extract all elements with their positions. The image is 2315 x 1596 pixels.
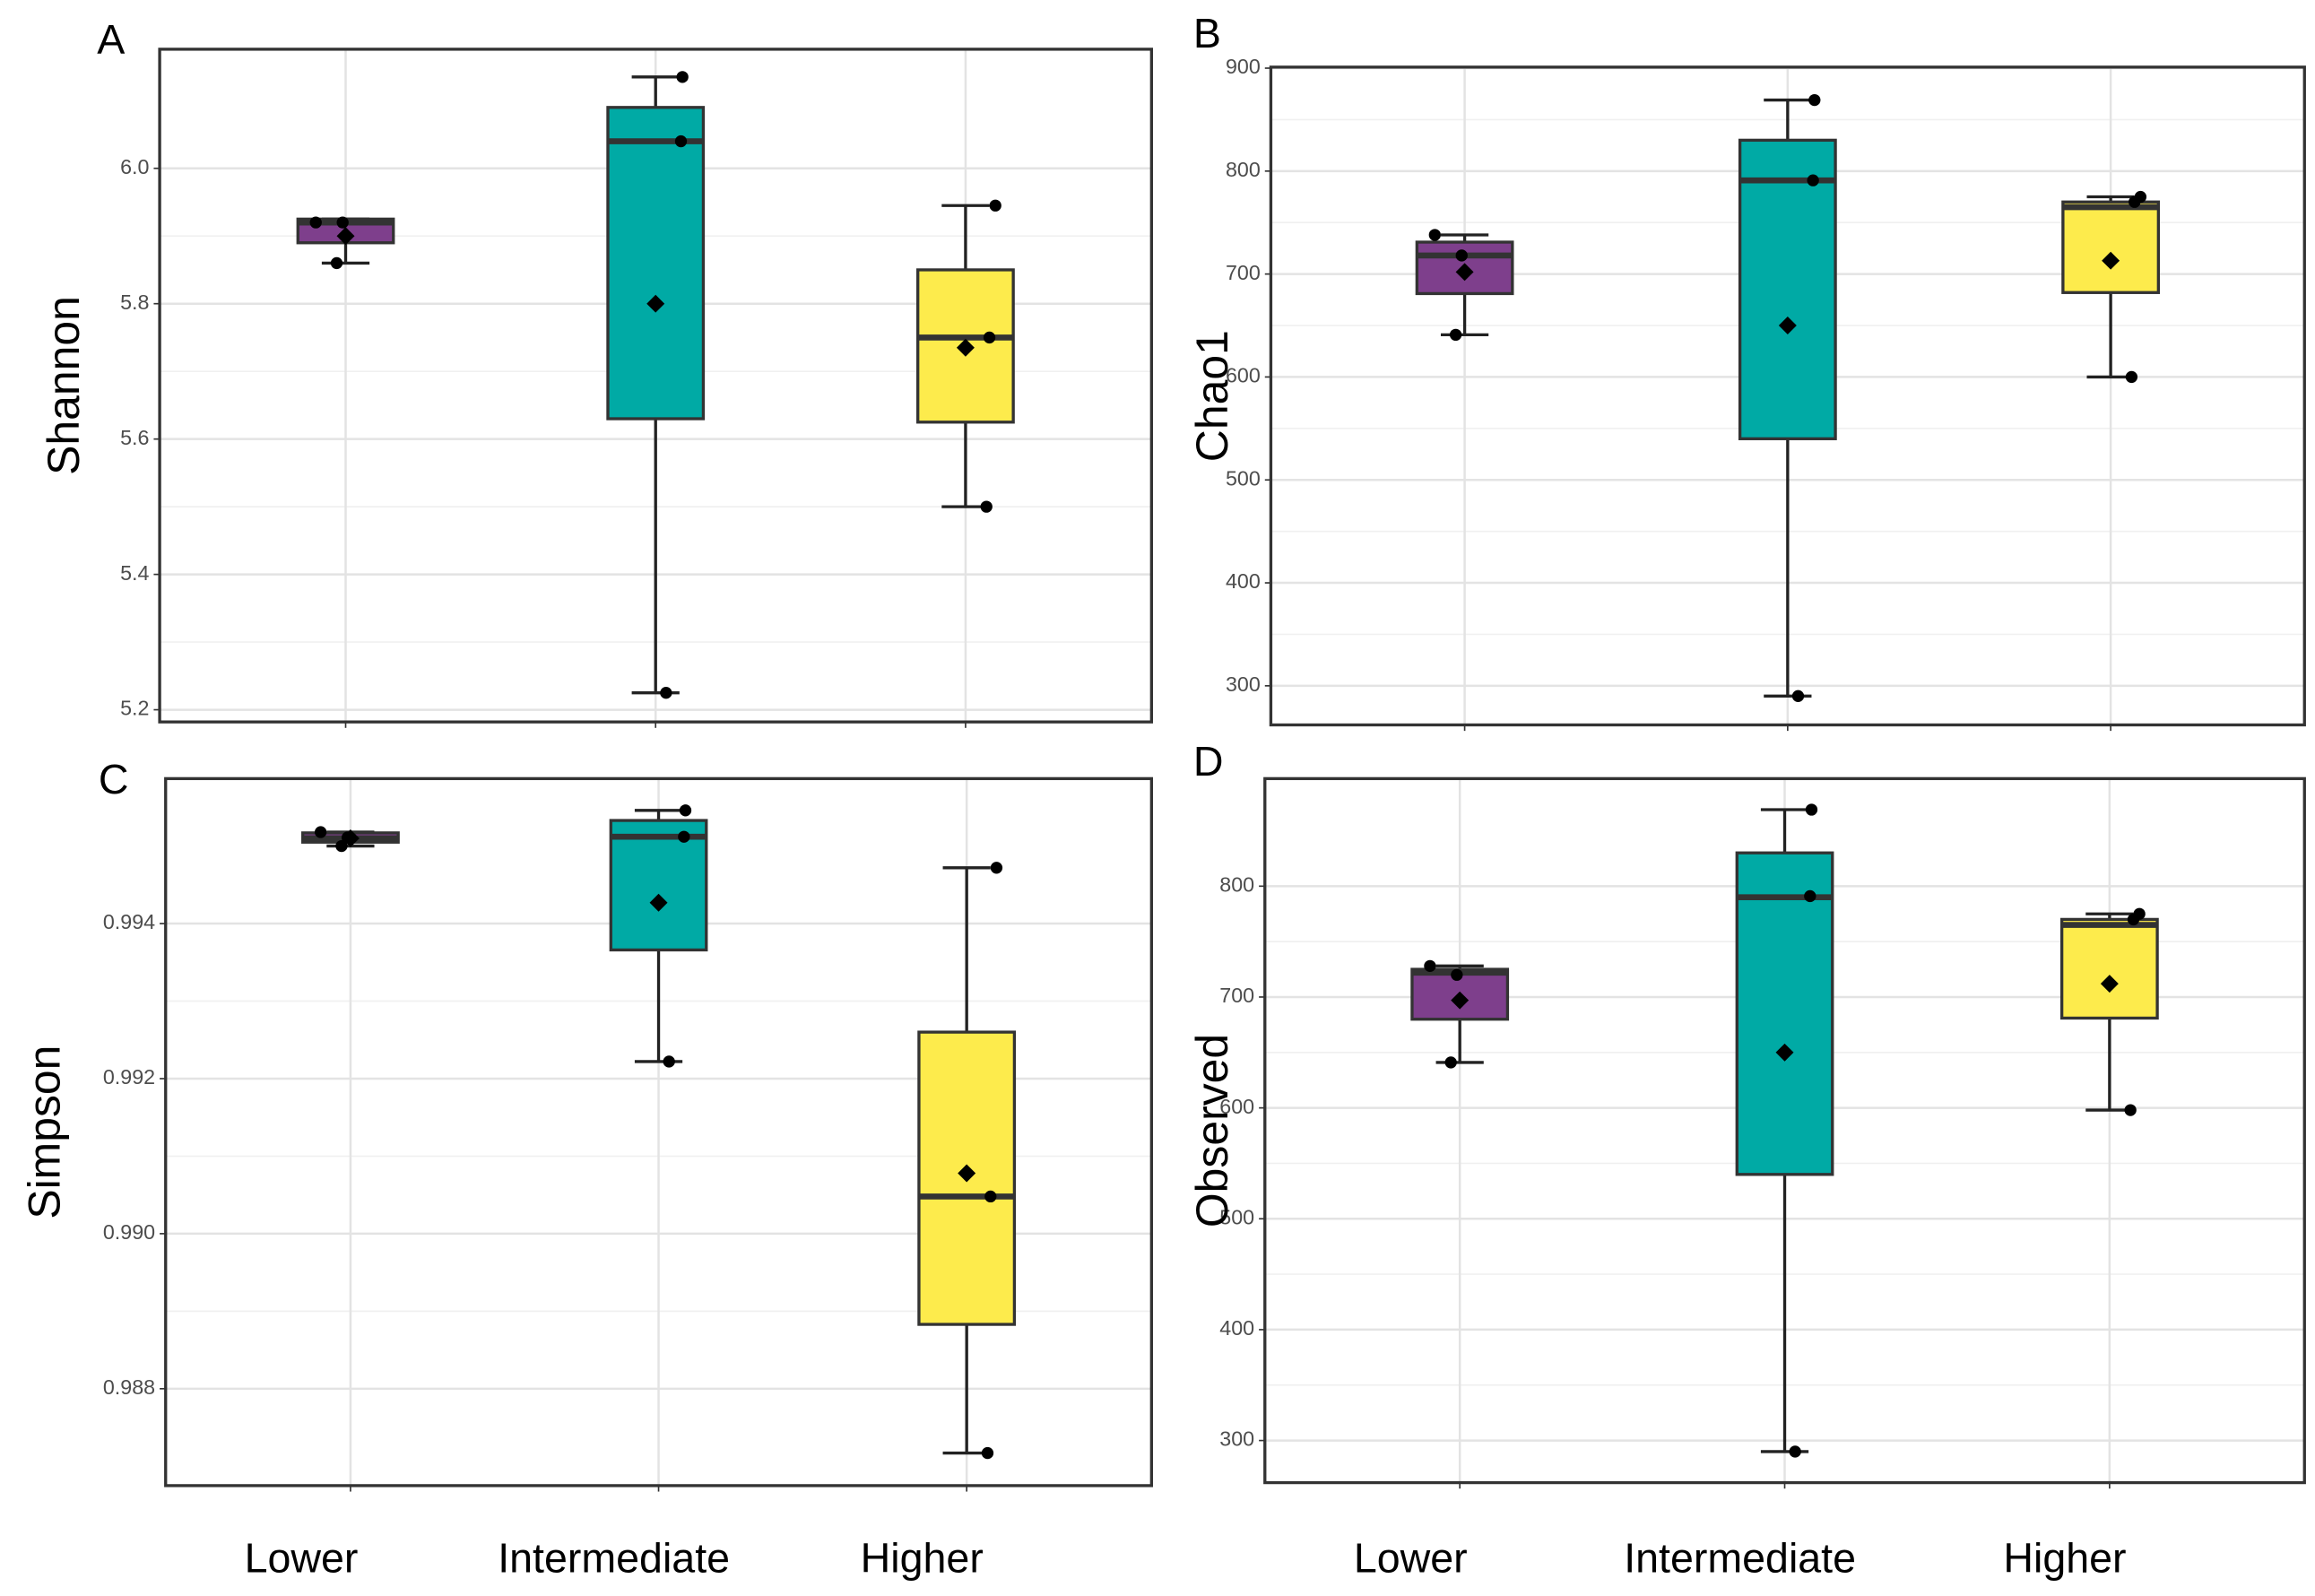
data-point (330, 256, 343, 270)
panel-border (1269, 65, 2306, 727)
panel-label: A (97, 16, 125, 63)
x-tick-label: Intermediate (1624, 1534, 1856, 1581)
data-point (2129, 195, 2141, 208)
data-point (1455, 249, 1468, 262)
box (1738, 138, 1837, 440)
y-tick-label: 400 (1219, 1316, 1254, 1340)
data-point (309, 216, 322, 229)
data-point (335, 839, 348, 853)
mean-marker (336, 227, 355, 246)
data-point (314, 826, 327, 838)
x-tick-label: Higher (2003, 1534, 2126, 1581)
panel-border (164, 776, 1154, 1488)
data-point (981, 1446, 994, 1460)
y-tick-label: 300 (1226, 672, 1261, 696)
data-point (1804, 889, 1816, 903)
y-tick-label: 800 (1219, 872, 1254, 896)
y-axis-label: Shannon (39, 296, 89, 475)
x-tick-label: Lower (245, 1534, 359, 1581)
y-tick-label: 700 (1219, 984, 1254, 1007)
data-point (989, 199, 1001, 212)
mean-marker (2102, 251, 2120, 270)
panel-border (158, 48, 1154, 724)
y-tick-label: 6.0 (120, 155, 149, 178)
data-point (1444, 1056, 1457, 1069)
y-tick-label: 800 (1226, 158, 1261, 181)
y-tick-label: 700 (1226, 261, 1261, 284)
panel-label: C (99, 756, 129, 802)
y-tick-label: 500 (1226, 466, 1261, 490)
data-point (1789, 1445, 1801, 1458)
x-tick-label: Lower (1354, 1534, 1468, 1581)
data-point (1791, 690, 1805, 702)
data-point (679, 804, 692, 817)
y-axis-label: Observed (1187, 1034, 1237, 1227)
data-point (1424, 959, 1436, 973)
y-tick-label: 600 (1226, 364, 1261, 387)
panel-label: B (1193, 10, 1221, 56)
data-point (990, 862, 1003, 874)
mean-marker (1451, 991, 1470, 1010)
y-tick-label: 5.4 (120, 561, 149, 585)
y-tick-label: 400 (1226, 569, 1261, 593)
y-axis-label: Chao1 (1187, 330, 1237, 462)
box (2061, 200, 2161, 294)
data-point (983, 331, 996, 344)
y-tick-label: 900 (1226, 55, 1261, 78)
mean-marker (646, 294, 665, 313)
box (2059, 917, 2159, 1020)
panel-border (1263, 776, 2306, 1485)
data-point (660, 687, 672, 699)
data-point (1805, 803, 1818, 816)
box (606, 106, 706, 421)
data-point (1428, 229, 1441, 241)
panel-label: D (1193, 738, 1224, 785)
y-tick-label: 5.6 (120, 426, 149, 449)
mean-marker (1778, 317, 1797, 335)
data-point (1451, 968, 1463, 981)
box (916, 268, 1015, 424)
y-tick-label: 0.990 (103, 1220, 155, 1244)
y-tick-label: 300 (1219, 1427, 1254, 1451)
box (1735, 851, 1834, 1176)
data-point (663, 1055, 675, 1068)
mean-marker (956, 338, 975, 357)
y-tick-label: 5.2 (120, 697, 149, 720)
mean-marker (649, 893, 668, 912)
y-tick-label: 600 (1219, 1095, 1254, 1118)
y-tick-label: 500 (1219, 1205, 1254, 1228)
data-point (1449, 328, 1462, 342)
mean-marker (958, 1164, 976, 1183)
data-point (980, 500, 993, 513)
y-axis-label: Simpson (20, 1045, 70, 1219)
y-tick-label: 0.994 (103, 910, 155, 933)
y-tick-label: 0.992 (103, 1065, 155, 1089)
data-point (336, 216, 349, 229)
data-point (676, 71, 689, 83)
y-tick-label: 0.988 (103, 1375, 155, 1399)
data-point (984, 1190, 997, 1203)
data-point (2124, 1104, 2137, 1116)
x-tick-label: Intermediate (498, 1534, 730, 1581)
data-point (1808, 93, 1821, 107)
data-point (341, 831, 354, 844)
data-point (2127, 913, 2140, 926)
data-point (2125, 370, 2138, 384)
x-tick-label: Higher (861, 1534, 984, 1581)
box (609, 819, 708, 952)
data-point (674, 134, 688, 148)
y-tick-label: 5.8 (120, 291, 149, 314)
data-point (1807, 174, 1819, 186)
data-point (678, 830, 690, 843)
